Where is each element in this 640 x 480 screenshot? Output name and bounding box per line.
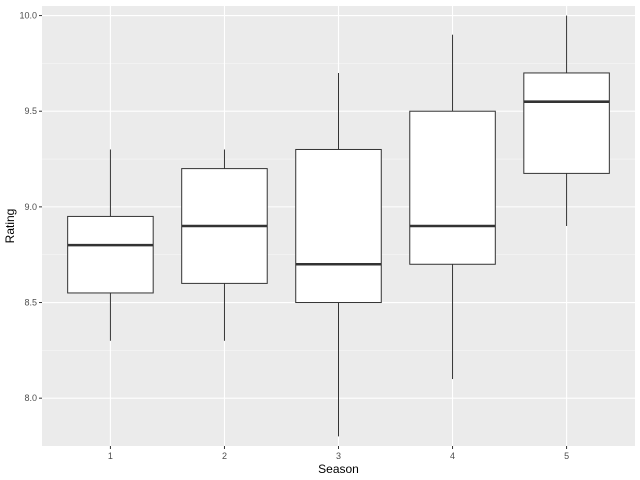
box-season-4	[409, 34, 496, 380]
iqr-box	[409, 110, 496, 265]
x-tick-label: 3	[336, 451, 341, 461]
box-season-3	[295, 72, 382, 437]
x-tick-label: 5	[564, 451, 569, 461]
y-tick-label: 8.5	[24, 298, 37, 308]
y-tick-label: 9.0	[24, 202, 37, 212]
iqr-box	[295, 148, 382, 304]
y-tick-label: 9.5	[24, 106, 37, 116]
iqr-box	[67, 215, 154, 294]
y-axis: 8.0 8.5 9.0 9.5 10.0	[19, 11, 42, 403]
y-axis-title: Rating	[3, 209, 17, 244]
box-season-2	[181, 149, 268, 341]
y-tick-label: 10.0	[19, 11, 37, 21]
x-axis: 1 2 3 4 5	[108, 446, 569, 461]
box-season-5	[523, 15, 610, 226]
box-season-1	[67, 149, 154, 341]
y-tick-label: 8.0	[24, 393, 37, 403]
iqr-box	[523, 72, 610, 174]
x-tick-label: 2	[222, 451, 227, 461]
x-axis-title: Season	[318, 462, 359, 476]
x-tick-label: 4	[450, 451, 455, 461]
x-tick-label: 1	[108, 451, 113, 461]
box-series	[67, 15, 610, 437]
